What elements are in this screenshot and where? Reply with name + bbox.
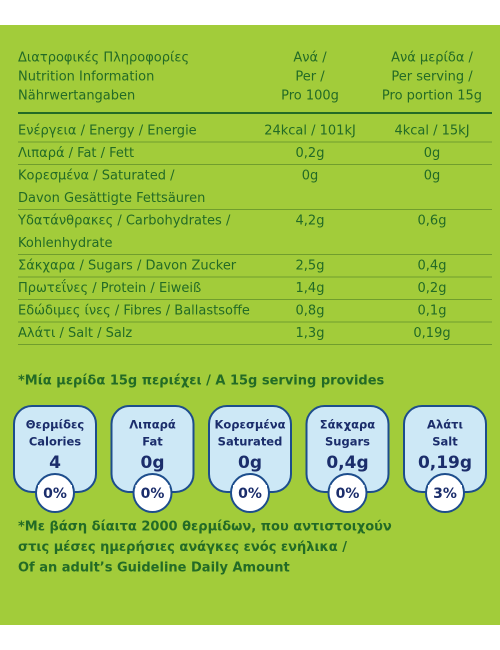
green-panel (0, 25, 500, 625)
badge-percent: 0% (238, 486, 262, 502)
per-serving: 0g (424, 146, 441, 161)
badge-amount: 0,19g (418, 453, 472, 473)
badge-label: Θερμίδες (26, 418, 85, 432)
badge-amount: 0g (141, 453, 165, 473)
per-100g: 1,3g (296, 326, 325, 341)
serving-note: *Μία μερίδα 15g περιέχει / A 15g serving… (18, 374, 385, 389)
per-serving: 0,1g (418, 304, 447, 319)
header-text: Διατροφικές Πληροφορίες (18, 51, 189, 66)
per-100g: 0,2g (296, 146, 325, 161)
per-100g: 0g (302, 169, 319, 184)
per-serving: 0g (424, 169, 441, 184)
badge-amount: 0g (238, 453, 262, 473)
row-label: Λιπαρά / Fat / Fett (18, 146, 134, 161)
badge-amount: 4 (49, 453, 61, 473)
badge-cover (330, 485, 365, 493)
footnote: στις μέσες ημερήσιες ανάγκες ενός ενήλικ… (18, 540, 347, 555)
badge-cover (38, 485, 72, 493)
header-text: Per serving / (391, 70, 473, 85)
per-100g: 2,5g (296, 259, 325, 274)
row-label: Υδατάνθρακες / Carbohydrates / (17, 214, 231, 229)
badge-label: Salt (432, 435, 458, 449)
row-label: Αλάτι / Salt / Salz (18, 326, 132, 341)
badge-label: Κορεσμένα (215, 418, 286, 432)
badge-cover (135, 485, 170, 493)
badge-cover (428, 485, 462, 493)
row-label: Κορεσμένα / Saturated / (18, 169, 175, 184)
footnote: Of an adult’s Guideline Daily Amount (18, 561, 290, 576)
per-serving: 0,19g (413, 326, 450, 341)
per-serving: 0,2g (418, 281, 447, 296)
header-text: Per / (295, 70, 325, 85)
per-serving: 4kcal / 15kJ (394, 124, 469, 139)
badge-percent: 0% (336, 486, 360, 502)
badge-amount: 0,4g (326, 453, 368, 473)
header-text: Nutrition Information (18, 70, 154, 85)
badge-label: Sugars (325, 435, 370, 449)
per-100g: 1,4g (296, 281, 325, 296)
row-label: Davon Gesättigte Fettsäuren (18, 191, 205, 206)
per-serving: 0,4g (418, 259, 447, 274)
badge-label: Fat (142, 435, 163, 449)
badge-percent: 3% (433, 486, 457, 502)
badge-label: Saturated (218, 435, 283, 449)
row-label: Ενέργεια / Energy / Energie (18, 124, 197, 139)
row-label: Kohlenhydrate (18, 236, 113, 251)
header-text: Pro 100g (281, 89, 339, 104)
footnote: *Με βάση δίαιτα 2000 θερμίδων, που αντισ… (18, 520, 392, 535)
per-100g: 24kcal / 101kJ (264, 124, 356, 139)
per-100g: 0,8g (296, 304, 325, 319)
badge-label: Αλάτι (427, 418, 463, 432)
header-text: Nährwertangaben (18, 89, 135, 104)
per-100g: 4,2g (296, 214, 325, 229)
row-label: Εδώδιμες ίνες / Fibres / Ballastsoffe (18, 304, 250, 319)
badge-cover (233, 485, 267, 493)
badge-percent: 0% (43, 486, 67, 502)
badge-label: Λιπαρά (129, 418, 176, 432)
row-label: Σάκχαρα / Sugars / Davon Zucker (18, 259, 237, 274)
badge-percent: 0% (141, 486, 165, 502)
header-text: Ανά / (293, 51, 327, 66)
badge-label: Calories (29, 435, 81, 449)
header-text: Ανά μερίδα / (391, 51, 473, 66)
per-serving: 0,6g (418, 214, 447, 229)
row-label: Πρωτεΐνες / Protein / Eiweiß (18, 280, 201, 296)
header-text: Pro portion 15g (382, 89, 482, 104)
badge-label: Σάκχαρα (320, 418, 375, 432)
